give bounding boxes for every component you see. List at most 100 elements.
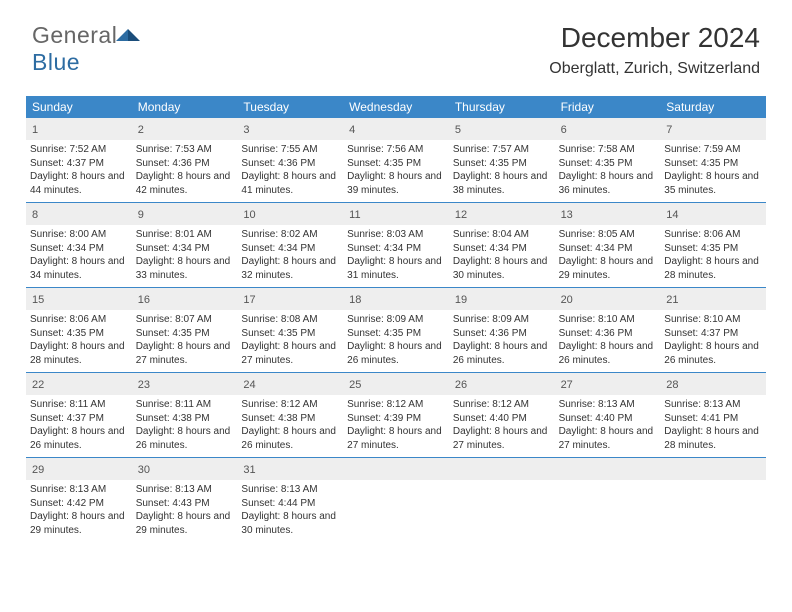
day-number-row [660, 458, 766, 480]
day-headers-row: SundayMondayTuesdayWednesdayThursdayFrid… [26, 96, 766, 118]
day-number: 19 [455, 294, 467, 306]
day-number: 2 [138, 124, 144, 136]
day-info: Sunrise: 8:12 AMSunset: 4:40 PMDaylight:… [453, 398, 551, 452]
day-number-row: 18 [343, 288, 449, 310]
day-number: 13 [561, 209, 573, 221]
day-cell [343, 458, 449, 542]
day-cell: 3 Sunrise: 7:55 AMSunset: 4:36 PMDaylight… [237, 118, 343, 202]
day-number [666, 464, 669, 476]
day-cell: 30 Sunrise: 8:13 AMSunset: 4:43 PMDayligh… [132, 458, 238, 542]
day-info: Sunrise: 8:10 AMSunset: 4:36 PMDaylight:… [559, 313, 657, 367]
day-number-row: 6 [555, 118, 661, 140]
day-cell: 10 Sunrise: 8:02 AMSunset: 4:34 PMDayligh… [237, 203, 343, 287]
day-number-row: 13 [555, 203, 661, 225]
day-number-row: 20 [555, 288, 661, 310]
day-cell: 8Sunrise: 8:00 AMSunset: 4:34 PMDaylight… [26, 203, 132, 287]
day-number-row [449, 458, 555, 480]
day-number-row [343, 458, 449, 480]
day-number-row: 21 [660, 288, 766, 310]
day-info: Sunrise: 8:04 AMSunset: 4:34 PMDaylight:… [453, 228, 551, 282]
brand-logo: GeneralBlue [32, 22, 141, 76]
day-cell: 26 Sunrise: 8:12 AMSunset: 4:40 PMDayligh… [449, 373, 555, 457]
day-number-row: 5 [449, 118, 555, 140]
day-number [561, 464, 564, 476]
day-number-row: 2 [132, 118, 238, 140]
day-number-row: 10 [237, 203, 343, 225]
day-info: Sunrise: 7:55 AMSunset: 4:36 PMDaylight:… [241, 143, 339, 197]
day-cell: 16 Sunrise: 8:07 AMSunset: 4:35 PMDayligh… [132, 288, 238, 372]
day-cell: 9 Sunrise: 8:01 AMSunset: 4:34 PMDaylight… [132, 203, 238, 287]
day-number: 22 [32, 379, 44, 391]
day-number [349, 464, 352, 476]
day-cell: 24Sunrise: 8:12 AMSunset: 4:38 PMDayligh… [237, 373, 343, 457]
day-header: Sunday [26, 96, 132, 118]
day-number: 4 [349, 124, 355, 136]
week-row: 22 Sunrise: 8:11 AMSunset: 4:37 PMDayligh… [26, 373, 766, 458]
calendar: SundayMondayTuesdayWednesdayThursdayFrid… [26, 96, 766, 542]
day-number: 3 [243, 124, 249, 136]
week-row: 29Sunrise: 8:13 AMSunset: 4:42 PMDayligh… [26, 458, 766, 542]
day-number: 26 [455, 379, 467, 391]
day-number-row: 11 [343, 203, 449, 225]
day-cell [449, 458, 555, 542]
week-row: 1 Sunrise: 7:52 AMSunset: 4:37 PMDaylight… [26, 118, 766, 203]
day-number: 7 [666, 124, 672, 136]
day-info: Sunrise: 7:57 AMSunset: 4:35 PMDaylight:… [453, 143, 551, 197]
day-info: Sunrise: 8:06 AMSunset: 4:35 PMDaylight:… [664, 228, 762, 282]
day-number: 31 [243, 464, 255, 476]
day-cell: 6Sunrise: 7:58 AMSunset: 4:35 PMDaylight… [555, 118, 661, 202]
day-info: Sunrise: 8:01 AMSunset: 4:34 PMDaylight:… [136, 228, 234, 282]
day-number: 1 [32, 124, 38, 136]
day-number: 14 [666, 209, 678, 221]
day-cell: 22 Sunrise: 8:11 AMSunset: 4:37 PMDayligh… [26, 373, 132, 457]
day-cell: 29Sunrise: 8:13 AMSunset: 4:42 PMDayligh… [26, 458, 132, 542]
day-number: 18 [349, 294, 361, 306]
week-row: 15Sunrise: 8:06 AMSunset: 4:35 PMDayligh… [26, 288, 766, 373]
day-number-row: 16 [132, 288, 238, 310]
day-number-row: 12 [449, 203, 555, 225]
day-cell: 14 Sunrise: 8:06 AMSunset: 4:35 PMDayligh… [660, 203, 766, 287]
day-number: 21 [666, 294, 678, 306]
day-info: Sunrise: 7:52 AMSunset: 4:37 PMDaylight:… [30, 143, 128, 197]
day-number-row: 14 [660, 203, 766, 225]
day-info: Sunrise: 8:09 AMSunset: 4:36 PMDaylight:… [453, 313, 551, 367]
day-info: Sunrise: 8:09 AMSunset: 4:35 PMDaylight:… [347, 313, 445, 367]
day-number: 9 [138, 209, 144, 221]
brand-text: GeneralBlue [32, 22, 141, 76]
day-number-row: 30 [132, 458, 238, 480]
day-cell: 17Sunrise: 8:08 AMSunset: 4:35 PMDayligh… [237, 288, 343, 372]
day-header: Saturday [660, 96, 766, 118]
day-number-row: 29 [26, 458, 132, 480]
day-number-row: 28 [660, 373, 766, 395]
day-info: Sunrise: 8:07 AMSunset: 4:35 PMDaylight:… [136, 313, 234, 367]
day-info: Sunrise: 8:12 AMSunset: 4:38 PMDaylight:… [241, 398, 339, 452]
day-info: Sunrise: 8:02 AMSunset: 4:34 PMDaylight:… [241, 228, 339, 282]
day-cell: 28 Sunrise: 8:13 AMSunset: 4:41 PMDayligh… [660, 373, 766, 457]
page-title: December 2024 [549, 22, 760, 54]
header: GeneralBlue December 2024 Oberglatt, Zur… [0, 0, 792, 86]
day-number: 20 [561, 294, 573, 306]
day-cell: 20 Sunrise: 8:10 AMSunset: 4:36 PMDayligh… [555, 288, 661, 372]
day-cell: 18 Sunrise: 8:09 AMSunset: 4:35 PMDayligh… [343, 288, 449, 372]
day-cell: 11Sunrise: 8:03 AMSunset: 4:34 PMDayligh… [343, 203, 449, 287]
day-number: 27 [561, 379, 573, 391]
day-info: Sunrise: 8:13 AMSunset: 4:43 PMDaylight:… [136, 483, 234, 537]
day-info: Sunrise: 8:11 AMSunset: 4:37 PMDaylight:… [30, 398, 128, 452]
day-number: 6 [561, 124, 567, 136]
day-number: 10 [243, 209, 255, 221]
day-number: 12 [455, 209, 467, 221]
day-info: Sunrise: 8:06 AMSunset: 4:35 PMDaylight:… [30, 313, 128, 367]
day-info: Sunrise: 7:59 AMSunset: 4:35 PMDaylight:… [664, 143, 762, 197]
day-number: 23 [138, 379, 150, 391]
day-cell: 12 Sunrise: 8:04 AMSunset: 4:34 PMDayligh… [449, 203, 555, 287]
day-cell: 13Sunrise: 8:05 AMSunset: 4:34 PMDayligh… [555, 203, 661, 287]
day-number: 8 [32, 209, 38, 221]
day-info: Sunrise: 8:11 AMSunset: 4:38 PMDaylight:… [136, 398, 234, 452]
day-header: Thursday [449, 96, 555, 118]
day-number-row: 8 [26, 203, 132, 225]
day-number: 30 [138, 464, 150, 476]
day-cell: 23 Sunrise: 8:11 AMSunset: 4:38 PMDayligh… [132, 373, 238, 457]
day-cell: 4Sunrise: 7:56 AMSunset: 4:35 PMDaylight… [343, 118, 449, 202]
day-number-row: 9 [132, 203, 238, 225]
day-info: Sunrise: 8:13 AMSunset: 4:41 PMDaylight:… [664, 398, 762, 452]
